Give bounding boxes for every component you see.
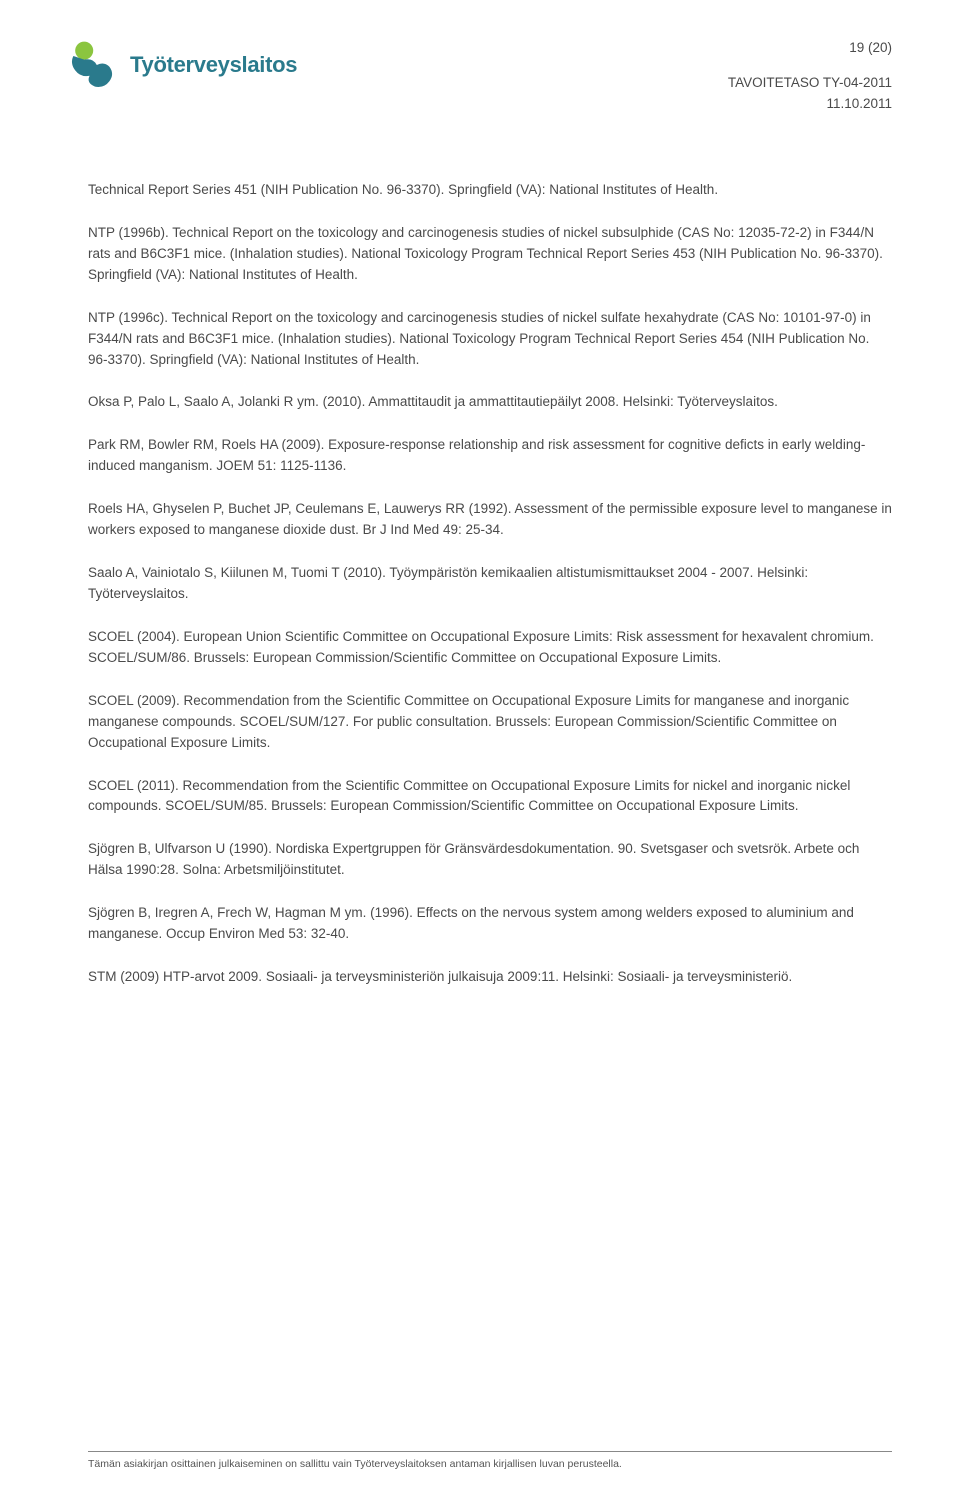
reference-entry: STM (2009) HTP-arvot 2009. Sosiaali- ja … <box>88 967 892 988</box>
page-header: Työterveyslaitos 19 (20) TAVOITETASO TY-… <box>88 38 892 148</box>
page-footer: Tämän asiakirjan osittainen julkaisemine… <box>88 1451 892 1472</box>
reference-entry: Technical Report Series 451 (NIH Publica… <box>88 180 892 201</box>
page-number: 19 (20) <box>728 38 892 59</box>
reference-entry: Oksa P, Palo L, Saalo A, Jolanki R ym. (… <box>88 392 892 413</box>
reference-entry: SCOEL (2004). European Union Scientific … <box>88 627 892 669</box>
logo-icon <box>68 38 122 92</box>
header-meta: 19 (20) TAVOITETASO TY-04-2011 11.10.201… <box>728 38 892 115</box>
reference-entry: Sjögren B, Ulfvarson U (1990). Nordiska … <box>88 839 892 881</box>
reference-entry: Roels HA, Ghyselen P, Buchet JP, Ceulema… <box>88 499 892 541</box>
reference-entry: Sjögren B, Iregren A, Frech W, Hagman M … <box>88 903 892 945</box>
reference-entry: NTP (1996b). Technical Report on the tox… <box>88 223 892 286</box>
reference-entry: Park RM, Bowler RM, Roels HA (2009). Exp… <box>88 435 892 477</box>
reference-entry: SCOEL (2011). Recommendation from the Sc… <box>88 776 892 818</box>
document-id: TAVOITETASO TY-04-2011 <box>728 73 892 94</box>
reference-entry: Saalo A, Vainiotalo S, Kiilunen M, Tuomi… <box>88 563 892 605</box>
document-date: 11.10.2011 <box>728 94 892 115</box>
org-logo: Työterveyslaitos <box>68 38 297 92</box>
reference-entry: NTP (1996c). Technical Report on the tox… <box>88 308 892 371</box>
reference-entry: SCOEL (2009). Recommendation from the Sc… <box>88 691 892 754</box>
org-name: Työterveyslaitos <box>130 48 297 82</box>
references-content: Technical Report Series 451 (NIH Publica… <box>88 172 892 988</box>
footer-text: Tämän asiakirjan osittainen julkaisemine… <box>88 1458 622 1470</box>
document-page: Työterveyslaitos 19 (20) TAVOITETASO TY-… <box>0 0 960 1498</box>
